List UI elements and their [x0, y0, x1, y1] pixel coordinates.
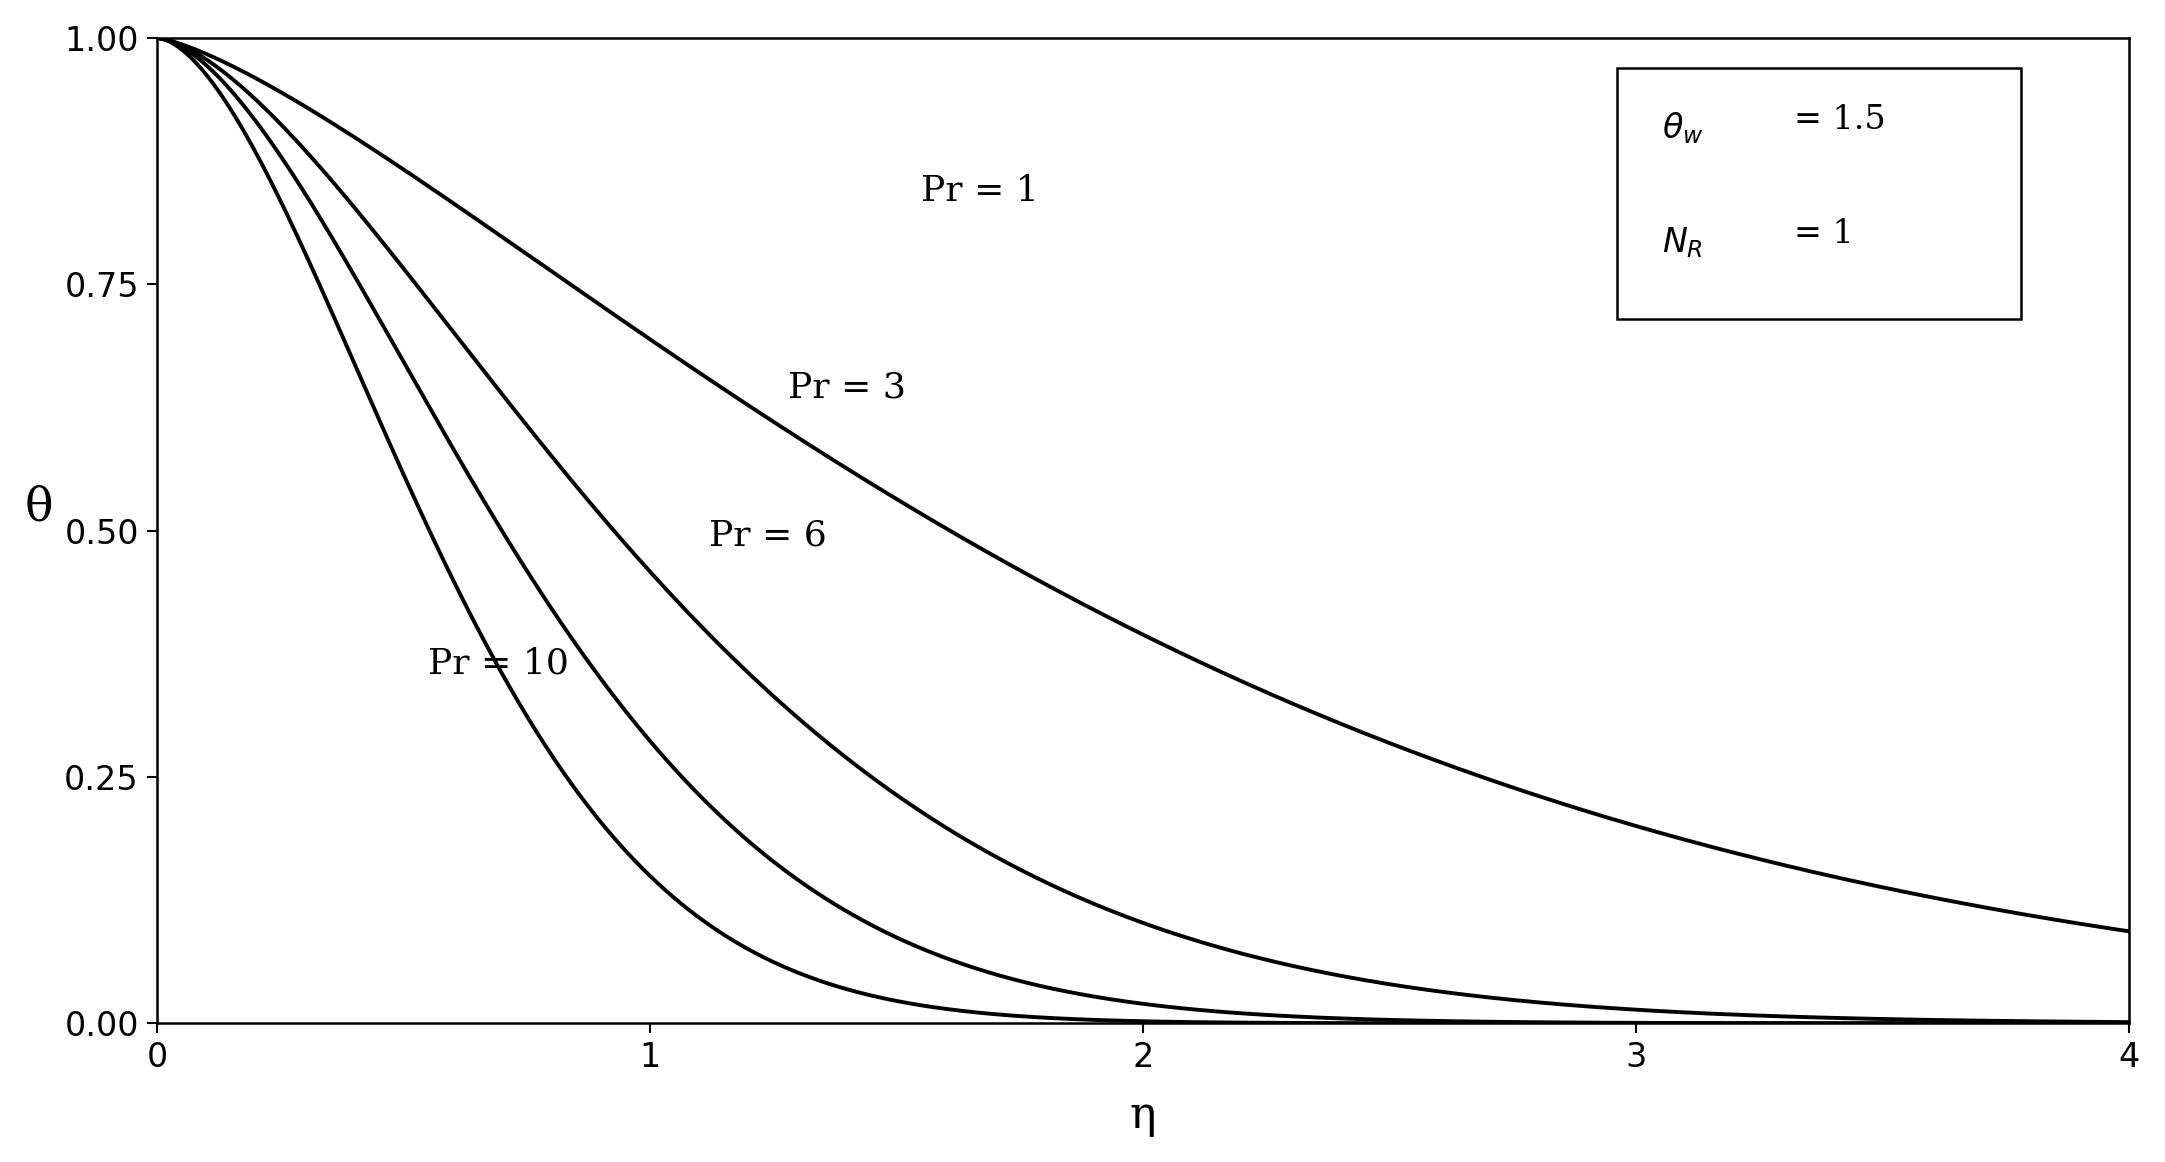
Text: Pr = 1: Pr = 1: [922, 174, 1039, 208]
Text: Pr = 3: Pr = 3: [788, 371, 907, 404]
Text: = 1: = 1: [1795, 218, 1853, 250]
Text: Pr = 6: Pr = 6: [710, 518, 827, 553]
Text: Pr = 10: Pr = 10: [429, 647, 569, 681]
Text: = 1.5: = 1.5: [1795, 105, 1886, 136]
Text: $\theta_w$: $\theta_w$: [1663, 110, 1704, 145]
Text: $N_R$: $N_R$: [1663, 225, 1704, 260]
X-axis label: η: η: [1130, 1093, 1156, 1136]
FancyBboxPatch shape: [1617, 67, 2020, 318]
Y-axis label: θ: θ: [26, 486, 54, 531]
